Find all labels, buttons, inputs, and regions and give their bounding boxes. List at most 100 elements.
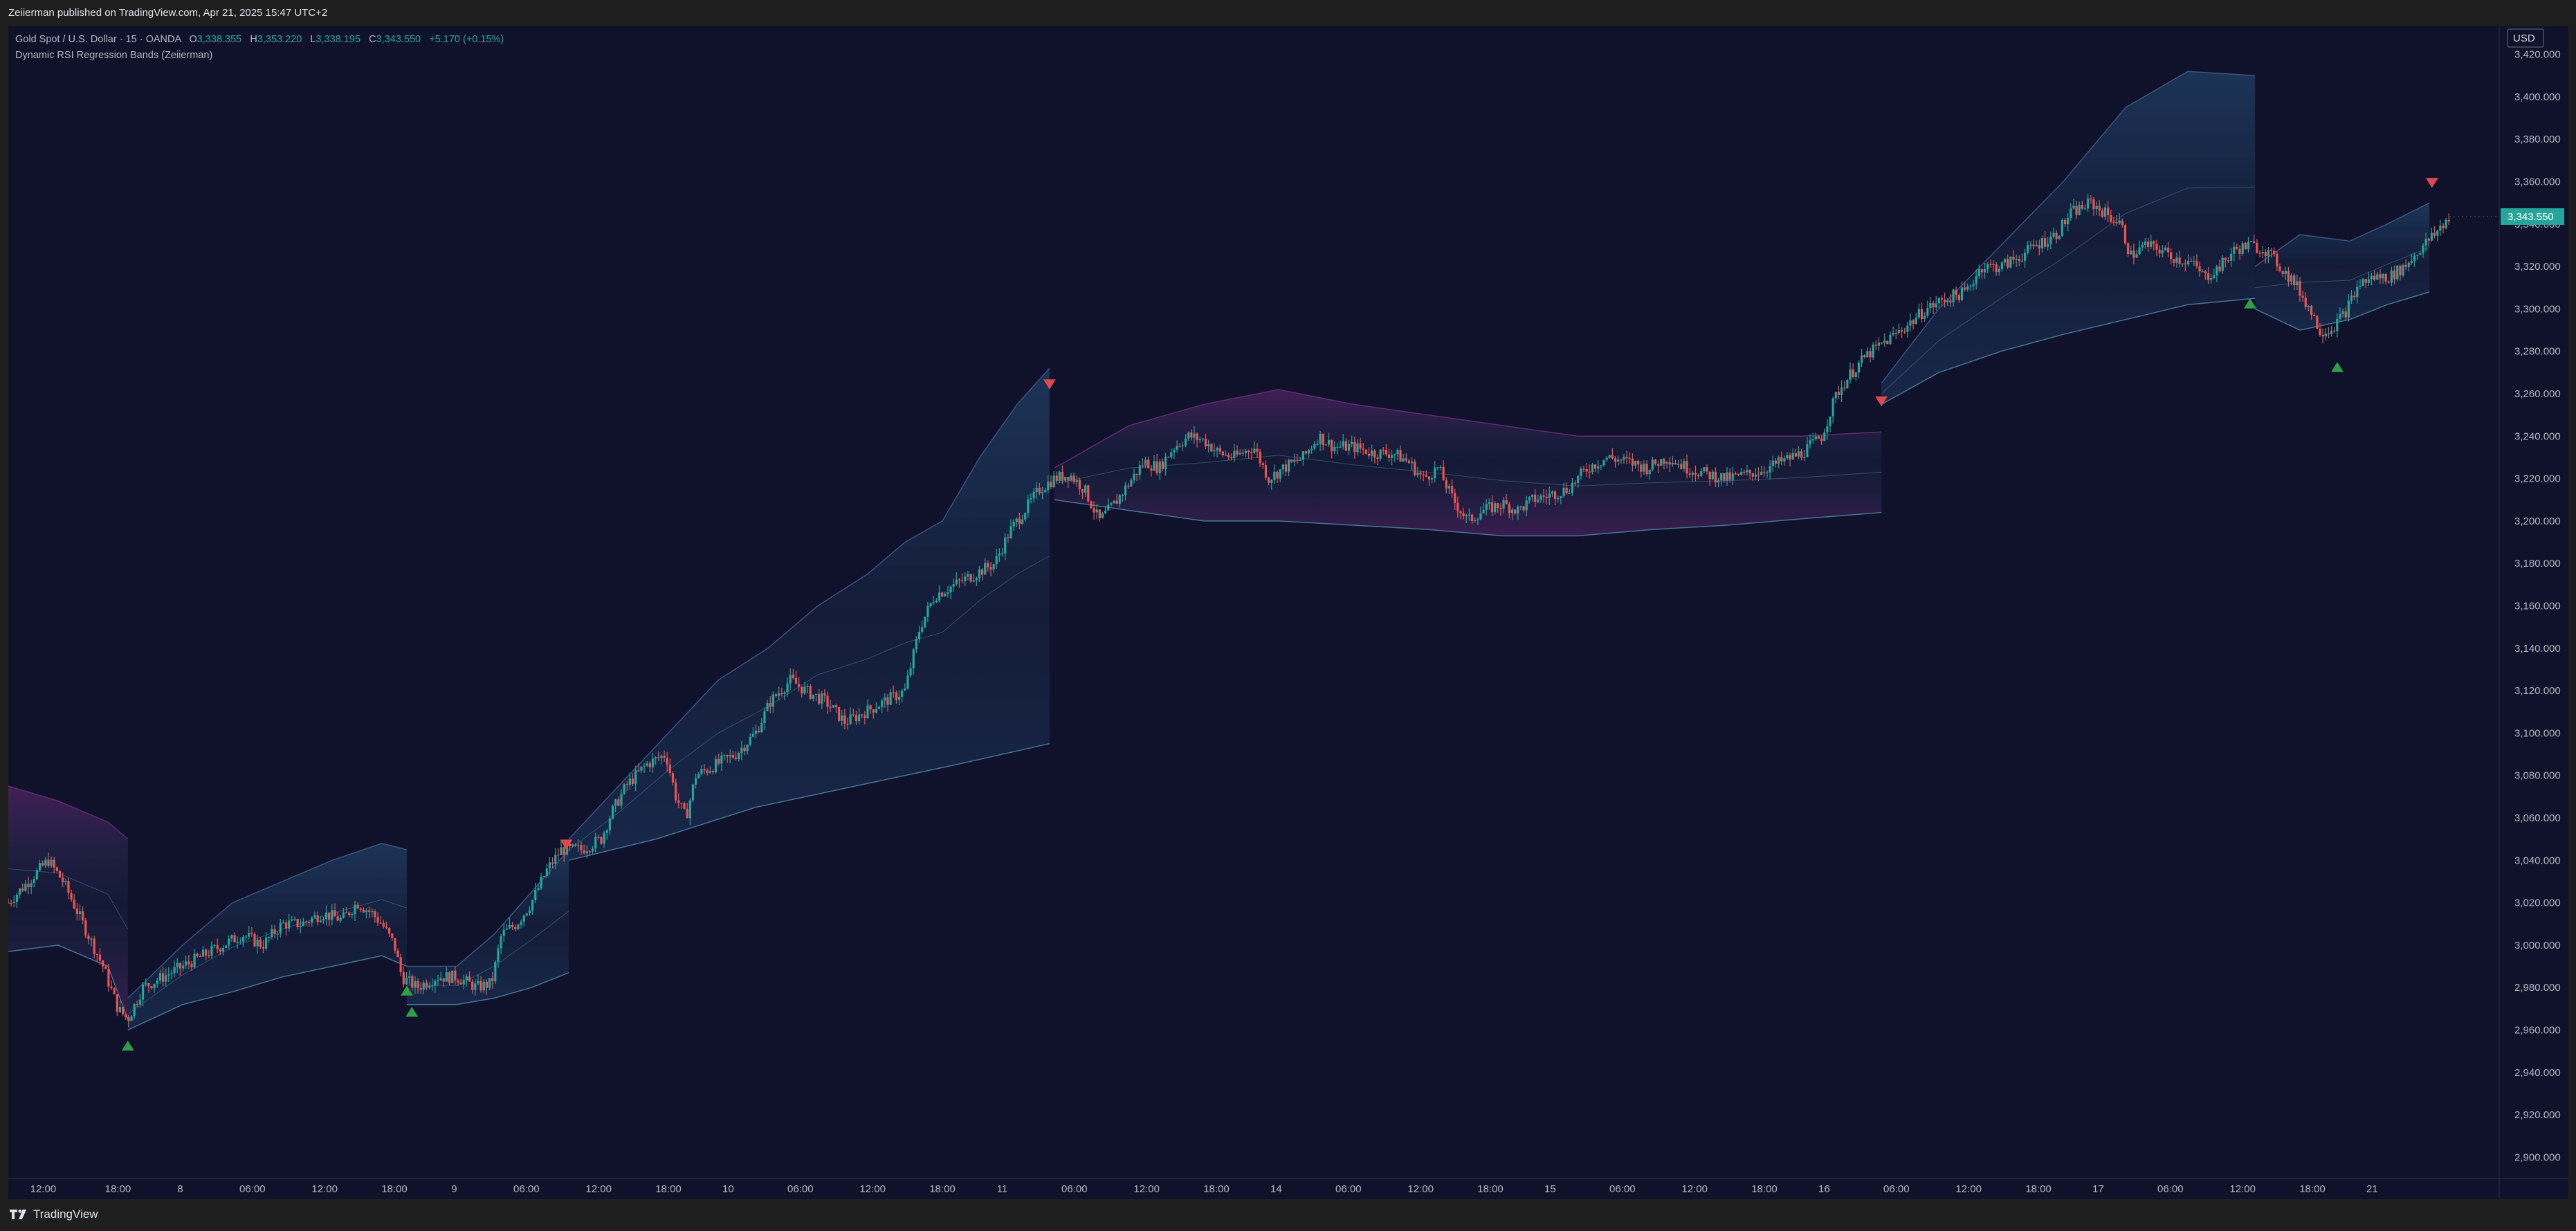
- buy-signal-icon: [121, 1040, 134, 1051]
- candle: [1926, 300, 1929, 319]
- candle-body: [1359, 443, 1362, 449]
- candle: [1540, 493, 1542, 503]
- price-chart[interactable]: 2,900.0002,920.0002,940.0002,960.0002,98…: [8, 26, 2568, 1199]
- candle-body: [491, 978, 494, 982]
- candle: [1394, 453, 1396, 462]
- candle-body: [1534, 494, 1537, 502]
- candle: [1817, 434, 1820, 439]
- candle-body: [2146, 241, 2150, 247]
- candle-body: [932, 602, 935, 603]
- chart-area[interactable]: 2,900.000 2,920.000 2,940.000 2,960.000 2,98…: [8, 26, 2568, 1199]
- candle-body: [2087, 198, 2090, 209]
- candle: [605, 828, 608, 840]
- candle: [1253, 441, 1256, 455]
- candle: [494, 960, 497, 984]
- candle: [2387, 280, 2390, 284]
- x-tick-label: 18:00: [1203, 1183, 1230, 1195]
- candle: [823, 689, 826, 702]
- candle-body: [158, 973, 162, 981]
- y-tick-label: 3,160.000: [2514, 601, 2561, 612]
- candle-body: [1817, 436, 1820, 439]
- candle: [1748, 468, 1751, 480]
- candle: [1061, 465, 1064, 484]
- candle: [557, 848, 560, 861]
- candle: [1654, 459, 1657, 466]
- candle-body: [998, 554, 1001, 556]
- candle-body: [1299, 459, 1301, 461]
- candle: [583, 844, 585, 855]
- tradingview-brand[interactable]: TradingView: [10, 1207, 98, 1221]
- candle-body: [2233, 246, 2236, 254]
- candle: [571, 844, 574, 848]
- indicator-title[interactable]: Dynamic RSI Regression Bands (Zeiierman): [15, 50, 213, 61]
- candle-body: [1608, 455, 1611, 458]
- candle-body: [228, 938, 230, 946]
- candle-body: [1362, 448, 1364, 450]
- x-tick-label: 06:00: [1335, 1183, 1362, 1195]
- candle-body: [1697, 475, 1700, 477]
- candle-body: [1248, 450, 1250, 453]
- candle: [1093, 501, 1095, 520]
- candle: [477, 974, 479, 985]
- candle-body: [465, 976, 468, 981]
- candle: [525, 913, 528, 917]
- candle: [1098, 509, 1101, 522]
- currency-button[interactable]: USD: [2507, 28, 2544, 48]
- candle: [2098, 200, 2101, 217]
- candle: [1935, 295, 1937, 311]
- candle: [1416, 466, 1419, 478]
- symbol-title[interactable]: Gold Spot / U.S. Dollar · 15 · OANDA: [15, 34, 181, 45]
- candle-body: [1731, 473, 1734, 480]
- candle: [1766, 470, 1769, 478]
- x-tick-label: 12:00: [2229, 1183, 2256, 1195]
- candle-body: [583, 850, 585, 854]
- candle-body: [718, 758, 720, 764]
- candle: [1700, 468, 1703, 477]
- candle-body: [975, 578, 978, 581]
- candle-body: [1625, 457, 1628, 458]
- candle-body: [818, 693, 821, 704]
- candle: [1402, 453, 1405, 462]
- candle-body: [27, 884, 30, 888]
- candle: [1837, 385, 1840, 399]
- candle: [611, 804, 614, 820]
- candle-body: [1791, 453, 1794, 459]
- candle: [2135, 249, 2138, 259]
- candle: [740, 740, 743, 760]
- candle-body: [792, 674, 794, 678]
- candle-body: [1307, 450, 1310, 454]
- candle: [1284, 459, 1288, 477]
- candle: [1545, 489, 1548, 504]
- candle: [1184, 434, 1187, 448]
- candle: [1482, 502, 1485, 514]
- candle-body: [2141, 244, 2144, 248]
- candle-body: [1273, 471, 1276, 480]
- candle-body: [2213, 275, 2216, 278]
- candle-body: [978, 569, 981, 578]
- candle: [889, 689, 892, 705]
- candle: [2107, 201, 2110, 223]
- candle: [1196, 432, 1198, 448]
- candle-body: [1367, 453, 1371, 456]
- candle: [1133, 468, 1135, 484]
- candle: [1625, 450, 1628, 464]
- candle-body: [279, 922, 282, 934]
- candle: [2238, 245, 2241, 260]
- candle: [439, 972, 442, 981]
- buy-signal-icon: [401, 985, 413, 996]
- candle-body: [2264, 252, 2267, 257]
- candle-body: [1912, 320, 1915, 324]
- candle: [1769, 460, 1771, 480]
- candle: [156, 978, 158, 988]
- candle: [1751, 473, 1754, 482]
- candle-body: [291, 919, 293, 921]
- candle-body: [379, 922, 382, 924]
- high-value: 3,353.220: [257, 34, 302, 45]
- candle: [2399, 264, 2402, 281]
- candle: [2055, 230, 2058, 244]
- candle-body: [2058, 235, 2061, 239]
- candle: [1542, 489, 1545, 503]
- candle-body: [110, 986, 113, 989]
- candle-body: [328, 912, 331, 920]
- candle-body: [67, 881, 70, 893]
